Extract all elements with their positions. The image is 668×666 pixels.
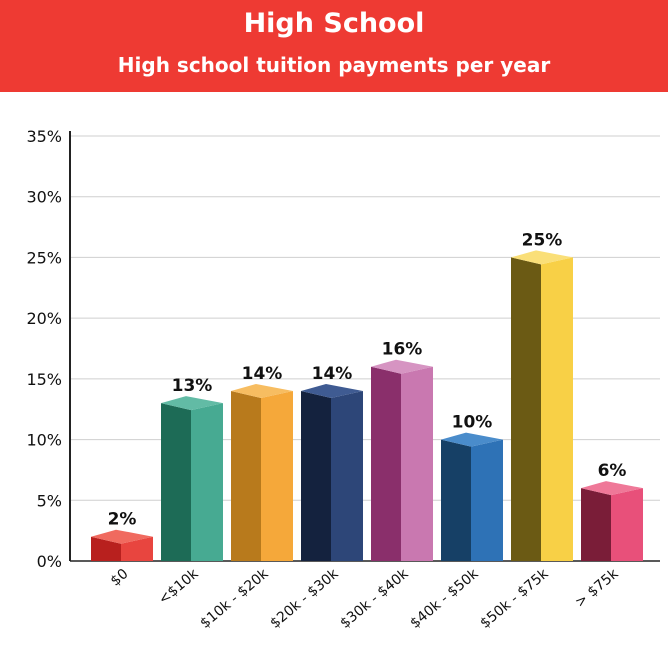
bar-side-face: [121, 536, 153, 561]
bar-front-face: [161, 403, 191, 561]
y-tick-label: 30%: [26, 188, 62, 207]
title-banner: High School High school tuition payments…: [0, 0, 668, 92]
bar-side-face: [401, 366, 433, 561]
y-tick-label: 0%: [37, 552, 62, 571]
x-category-label: $30k - $40k: [337, 565, 412, 632]
bar-top-face: [161, 396, 223, 411]
bar-side-face: [261, 391, 293, 561]
bar-top-face: [371, 359, 433, 374]
x-category-label: <$10k: [156, 565, 203, 608]
bar-side-face: [471, 439, 503, 561]
bar-front-face: [301, 391, 331, 561]
bar-value-label: 6%: [598, 461, 627, 481]
bar-front-face: [231, 391, 261, 561]
bar-top-face: [441, 432, 503, 447]
bar-side-face: [331, 391, 363, 561]
bar-side-face: [611, 488, 643, 561]
bar-front-face: [91, 536, 121, 561]
bar-value-label: 25%: [522, 230, 563, 250]
bar-side-face: [541, 257, 573, 561]
x-category-label: $40k - $50k: [407, 565, 482, 632]
y-tick-label: 15%: [26, 370, 62, 389]
x-category-label: $20k - $30k: [267, 565, 342, 632]
x-category-label: $0: [108, 566, 132, 590]
x-category-label: $10k - $20k: [197, 565, 272, 632]
x-category-label: $50k - $75k: [477, 565, 552, 632]
y-tick-label: 35%: [26, 127, 62, 146]
bar-side-face: [191, 403, 223, 561]
bar-front-face: [511, 257, 541, 561]
bar-top-face: [91, 529, 153, 544]
y-tick-label: 25%: [26, 248, 62, 267]
bar-value-label: 16%: [382, 340, 423, 360]
y-tick-label: 20%: [26, 309, 62, 328]
bar-top-face: [511, 250, 573, 265]
bar-value-label: 2%: [108, 510, 137, 530]
y-tick-label: 5%: [37, 491, 62, 510]
chart-subtitle: High school tuition payments per year: [117, 53, 551, 77]
bar-front-face: [441, 439, 471, 561]
y-tick-label: 10%: [26, 431, 62, 450]
bar-top-face: [581, 481, 643, 496]
bar-top-face: [301, 384, 363, 398]
bar-top-face: [231, 384, 293, 398]
bar-front-face: [581, 488, 611, 561]
bar-value-label: 10%: [452, 413, 493, 433]
x-category-label: > $75k: [572, 565, 622, 611]
bar-value-label: 14%: [242, 364, 283, 384]
bar-value-label: 13%: [172, 376, 213, 396]
chart-title: High School: [243, 8, 425, 39]
bar-value-label: 14%: [312, 364, 353, 384]
bar-front-face: [371, 366, 401, 561]
